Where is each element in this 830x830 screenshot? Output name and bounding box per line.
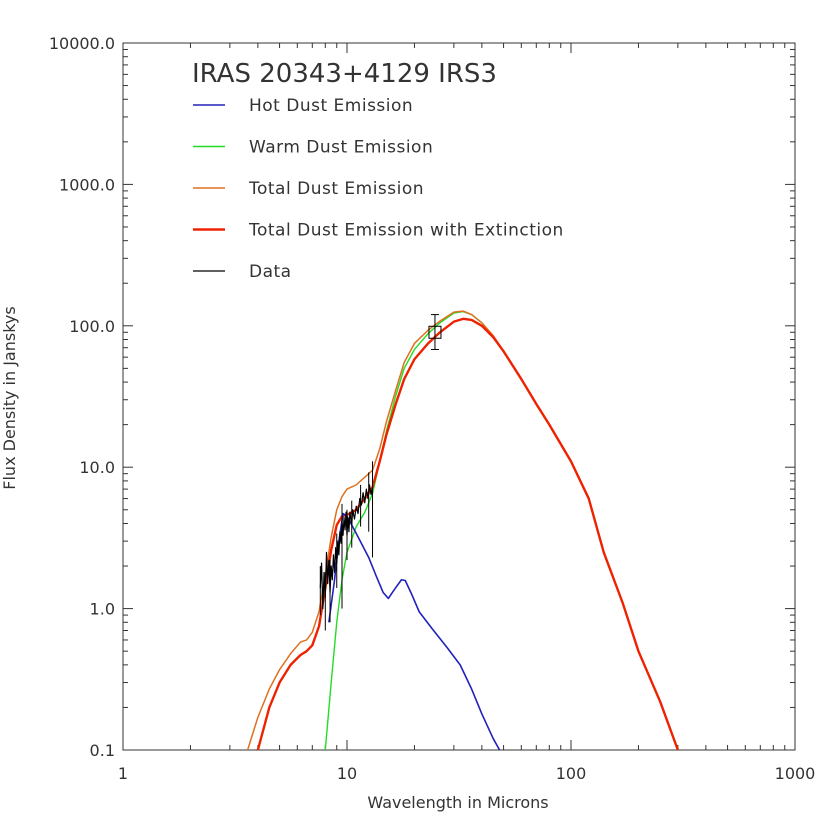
series-line-data [319,484,374,610]
legend-label-warm-dust-emission: Warm Dust Emission [249,138,433,158]
y-tick-label: 10000.0 [49,34,115,53]
chart-title: IRAS 20343+4129 IRS3 [192,59,497,89]
legend-label-data: Data [249,262,292,282]
y-tick-label: 1000.0 [59,175,115,194]
x-axis-ticks: 1 10 100 1000 [118,43,815,783]
plot-frame [122,42,796,751]
x-tick-label: 10 [337,764,357,783]
y-tick-label: 0.1 [90,741,115,760]
series-layer [246,310,680,750]
series-line-warm-dust-emission [324,310,679,750]
y-axis-ticks: 0.1 1.0 10.0 100.0 1000.0 10000.0 [49,34,795,760]
legend-label-total-dust-emission: Total Dust Emission [248,179,424,199]
legend: Hot Dust Emission Warm Dust Emission Total… [193,96,564,282]
y-tick-label: 10.0 [79,458,115,477]
x-tick-label: 1 [118,764,128,783]
x-tick-label: 1000 [775,764,816,783]
plot-border [122,42,796,751]
legend-label-hot-dust-emission: Hot Dust Emission [249,96,413,116]
legend-label-total-dust-emission-with-extinction: Total Dust Emission with Extinction [248,221,564,241]
x-axis-title: Wavelength in Microns [367,793,548,812]
series-line-hot-dust-emission [328,512,501,750]
series-line-total-dust-emission [246,310,679,750]
y-axis-title: Flux Density in Janskys [0,306,19,489]
series-line-total-dust-emission-with-extinction [256,317,680,750]
y-tick-label: 100.0 [69,317,115,336]
series-clip-group [246,310,680,750]
x-tick-label: 100 [556,764,587,783]
y-tick-label: 1.0 [90,600,115,619]
